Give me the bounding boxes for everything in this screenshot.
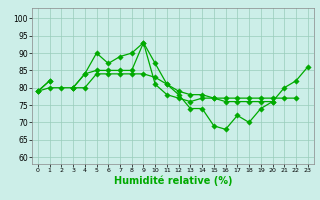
- X-axis label: Humidité relative (%): Humidité relative (%): [114, 176, 232, 186]
